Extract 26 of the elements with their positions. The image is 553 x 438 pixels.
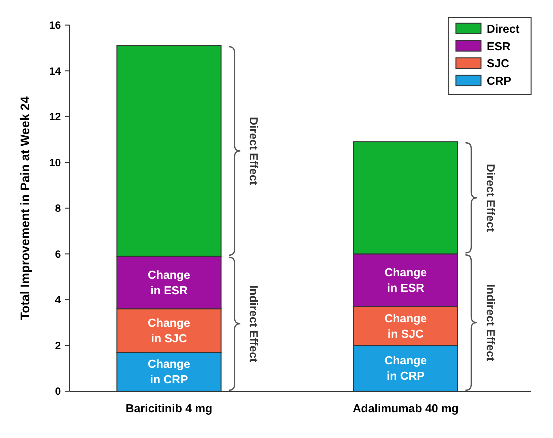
annotation: Direct Effect: [484, 164, 496, 232]
x-tick-label: Baricitinib 4 mg: [126, 404, 213, 416]
y-tick-label: 6: [55, 248, 62, 261]
y-tick-label: 0: [55, 386, 62, 398]
annotation: Indirect Effect: [247, 285, 260, 363]
y-axis-title: Total Improvement in Pain at Week 24: [18, 96, 32, 320]
annotation: Direct Effect: [247, 117, 260, 186]
y-tick-label: 10: [49, 157, 62, 170]
data-label: Change in SJC: [384, 313, 428, 341]
data-label: Change in ESR: [148, 270, 191, 298]
legend-label: SJC: [487, 58, 510, 71]
legend-label: Direct: [487, 24, 520, 36]
y-tick-label: 4: [55, 294, 62, 307]
legend-label: ESR: [487, 41, 512, 54]
data-label: Change in CRP: [384, 356, 428, 384]
annotation: Indirect Effect: [484, 284, 496, 362]
data-label: Change in CRP: [148, 359, 191, 387]
y-tick-label: 16: [49, 20, 62, 32]
x-tick-label: Adalimumab 40 mg: [352, 404, 459, 416]
y-tick-label: 2: [55, 340, 62, 352]
legend-label: CRP: [487, 76, 512, 88]
data-label: Change in SJC: [148, 318, 191, 346]
y-tick-label: 8: [55, 203, 62, 216]
y-tick-label: 12: [49, 112, 62, 124]
y-tick-label: 14: [49, 66, 62, 78]
data-label: Change in ESR: [384, 268, 428, 296]
